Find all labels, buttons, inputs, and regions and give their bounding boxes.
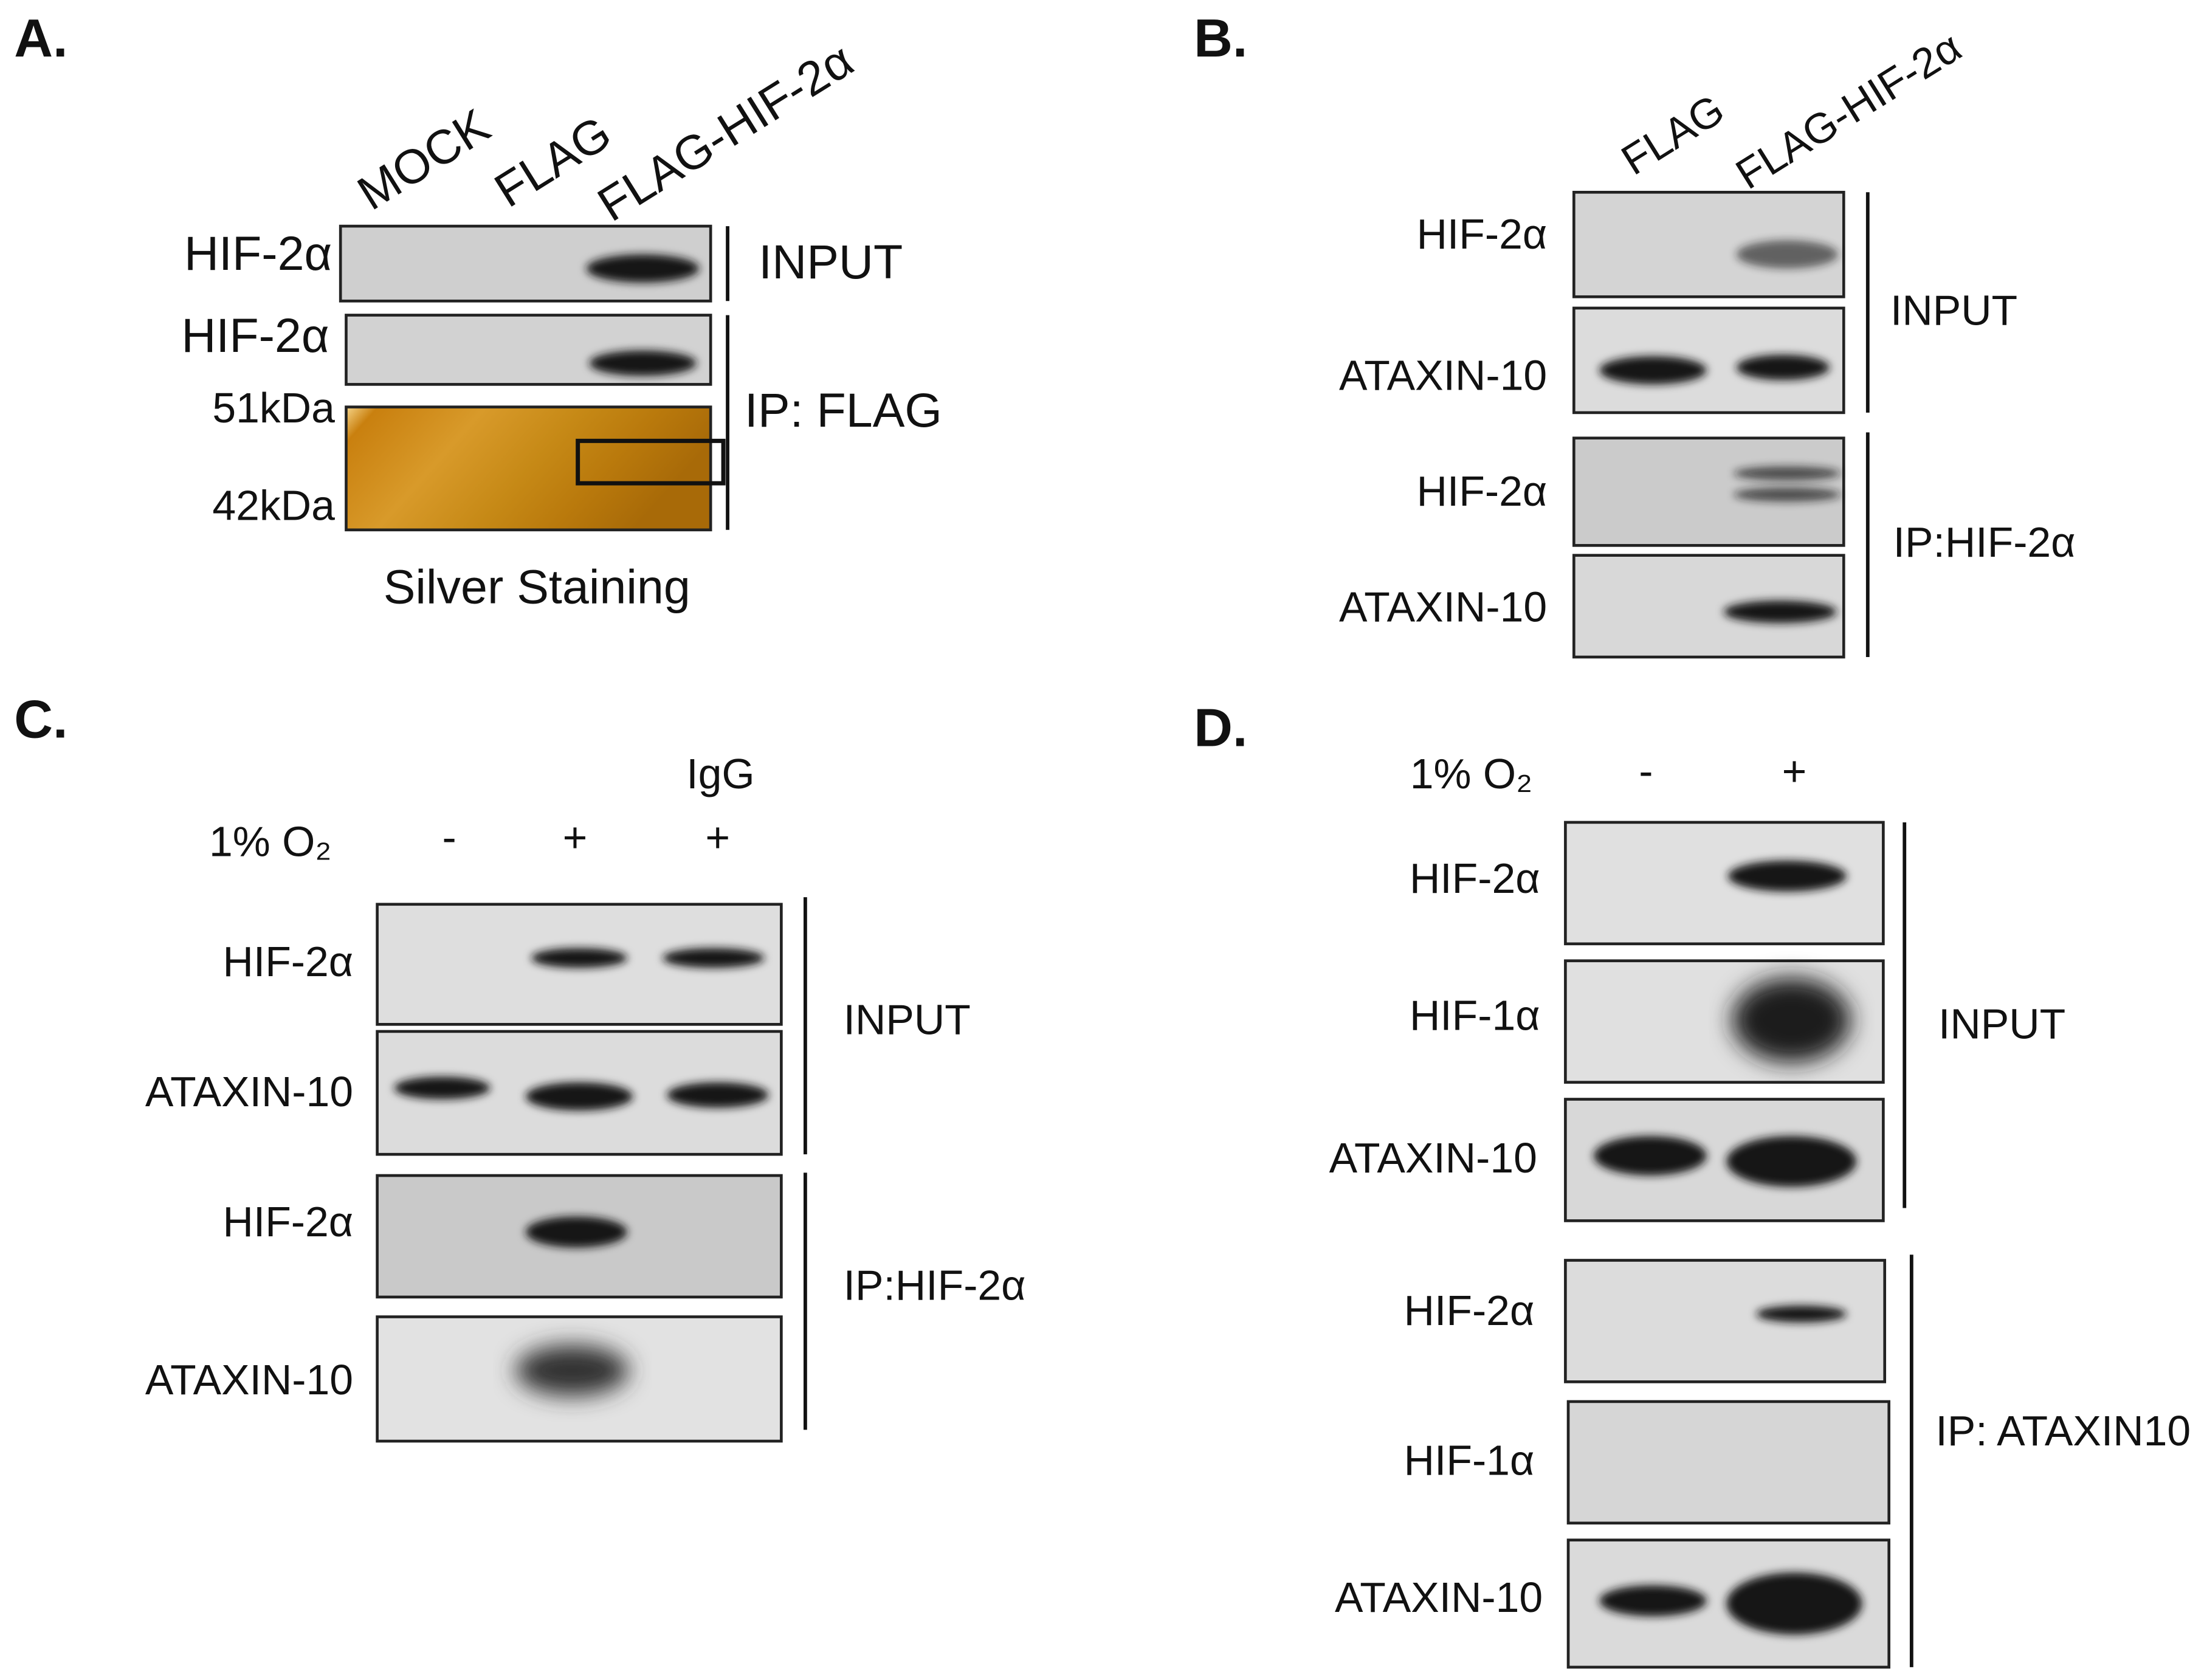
blot-label: ATAXIN-10 [1339,352,1547,399]
panel-label: B. [1194,8,1247,68]
condition-label: 1% O₂ [1410,750,1532,797]
blot-label: ATAXIN-10 [145,1068,353,1115]
group-label: IP:HIF-2α [844,1261,1026,1309]
blot-label: HIF-2α [1410,855,1540,902]
panel-label: A. [14,8,67,68]
band [1599,356,1707,385]
band [1599,1585,1707,1617]
condition-value: - [1639,747,1653,794]
panel-a: A. MOCK FLAG FLAG-HIF-2α HIF-2α HIF-2α 5… [14,8,942,613]
condition-label: 1% O₂ [209,818,331,866]
band [586,254,700,283]
group-label: INPUT [1890,287,2017,334]
blot-label: HIF-2α [1417,467,1548,515]
band [394,1076,491,1100]
condition-value: + [563,814,588,861]
band [1756,1305,1847,1323]
panel-label: C. [14,689,67,749]
panel-label: D. [1194,698,1247,758]
band [531,948,628,968]
blot-label: ATAXIN-10 [1335,1574,1543,1621]
blot [376,1315,783,1443]
band [1593,1135,1707,1176]
blot-label: ATAXIN-10 [1339,584,1547,631]
band [1727,860,1847,892]
blot [1566,1400,1890,1525]
band [663,948,765,968]
panel-b: B. FLAG FLAG-HIF-2α HIF-2α ATAXIN-10 HIF… [1194,8,2076,659]
marker-label: 51kDa [212,384,335,432]
antibody-label: IgG [686,750,754,797]
marker-label: 42kDa [212,481,335,529]
lane-label: FLAG [1613,85,1732,184]
band [525,1216,628,1248]
band [1732,977,1851,1063]
lane-label: MOCK [348,98,499,220]
blot-label: HIF-2α [1417,210,1548,258]
blot-label: HIF-1α [1410,991,1540,1039]
group-label: IP: ATAXIN10 [1935,1407,2191,1455]
blot-label: HIF-2α [222,938,353,985]
blot [1564,1259,1887,1383]
band [515,1344,629,1396]
highlight-box [576,438,726,486]
group-label: INPUT [844,996,971,1043]
blot-label: ATAXIN-10 [1329,1134,1537,1182]
blot-label: HIF-2α [184,226,332,280]
blot-label: HIF-1α [1404,1437,1535,1484]
band [589,350,697,376]
band [525,1082,633,1111]
blot-label: HIF-2α [1404,1287,1535,1334]
band [1733,487,1841,502]
band [1726,1572,1862,1635]
group-label: IP: FLAG [745,383,942,437]
condition-value: + [705,814,730,861]
band [1733,466,1841,481]
band [1726,1135,1857,1187]
panel-c: C. IgG 1% O₂ - + + HIF-2α ATAXIN-10 HIF-… [14,689,1026,1443]
blot-label: ATAXIN-10 [145,1356,353,1403]
blot-label: HIF-2α [181,308,329,362]
group-label: IP:HIF-2α [1893,518,2076,566]
group-label: INPUT [1938,1000,2065,1047]
caption: Silver Staining [384,560,690,614]
blot-label: HIF-2α [222,1198,353,1245]
lane-label: FLAG-HIF-2α [1727,22,1969,198]
silver-gel [345,405,712,532]
band [1736,240,1838,269]
lane-label: FLAG-HIF-2α [588,32,863,232]
group-label: INPUT [759,235,903,289]
band [1723,601,1837,624]
condition-value: + [1782,747,1807,794]
band [1736,354,1830,380]
condition-value: - [443,814,456,861]
band [667,1082,769,1108]
panel-d: D. 1% O₂ - + HIF-2α HIF-1α ATAXIN-10 HIF… [1194,698,2191,1669]
